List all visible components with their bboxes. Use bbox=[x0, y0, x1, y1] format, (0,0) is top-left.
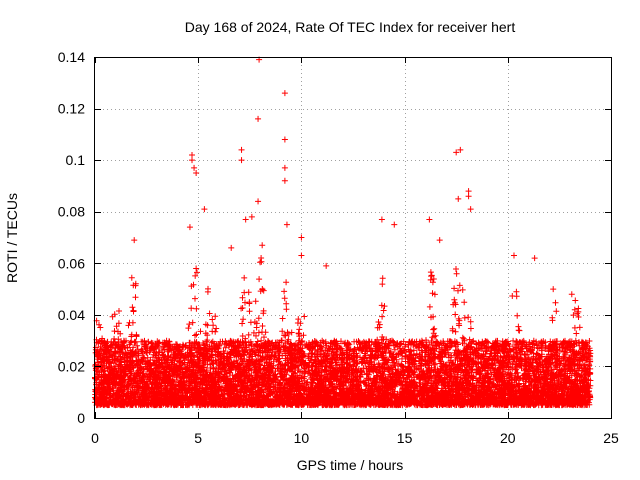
data-point bbox=[238, 157, 245, 164]
data-point bbox=[281, 136, 288, 143]
y-tick-label: 0.14 bbox=[58, 49, 85, 65]
data-point bbox=[281, 164, 288, 171]
data-point bbox=[426, 216, 433, 223]
data-point bbox=[568, 291, 575, 298]
y-tick-label: 0.08 bbox=[58, 204, 85, 220]
data-point bbox=[248, 213, 255, 220]
data-point bbox=[193, 265, 200, 272]
data-point bbox=[255, 115, 262, 122]
x-tick-label: 0 bbox=[91, 430, 99, 446]
data-point bbox=[323, 262, 330, 269]
x-tick-labels: 0 5 10 15 20 25 bbox=[91, 430, 619, 446]
data-point bbox=[465, 193, 472, 200]
y-tick-label: 0.12 bbox=[58, 101, 85, 117]
y-tick-label: 0 bbox=[77, 410, 85, 426]
chart-title: Day 168 of 2024, Rate Of TEC Index for r… bbox=[185, 19, 516, 35]
point-cloud bbox=[92, 255, 594, 409]
x-axis-label: GPS time / hours bbox=[297, 457, 404, 473]
axis-ticks bbox=[95, 57, 612, 419]
x-tick-label: 20 bbox=[500, 430, 516, 446]
data-point bbox=[465, 188, 472, 195]
data-point bbox=[281, 177, 288, 184]
data-point bbox=[228, 244, 235, 251]
data-point bbox=[457, 146, 464, 153]
data-point bbox=[378, 216, 385, 223]
data-point bbox=[436, 237, 443, 244]
data-point bbox=[510, 252, 517, 259]
y-tick-label: 0.04 bbox=[58, 307, 85, 323]
y-tick-label: 0.02 bbox=[58, 358, 85, 374]
data-point bbox=[238, 146, 245, 153]
data-point bbox=[191, 164, 198, 171]
x-tick-label: 10 bbox=[294, 430, 310, 446]
data-point bbox=[189, 157, 196, 164]
data-point bbox=[255, 198, 262, 205]
x-tick-label: 5 bbox=[194, 430, 202, 446]
data-point bbox=[193, 170, 200, 177]
data-point bbox=[467, 206, 474, 213]
data-point bbox=[455, 195, 462, 202]
x-tick-label: 25 bbox=[603, 430, 619, 446]
y-tick-labels: 0 0.02 0.04 0.06 0.08 0.1 0.12 0.14 bbox=[58, 49, 85, 426]
data-point bbox=[259, 242, 266, 249]
data-point bbox=[242, 216, 249, 223]
y-tick-label: 0.06 bbox=[58, 255, 85, 271]
y-tick-label: 0.1 bbox=[66, 152, 86, 168]
data-point bbox=[283, 221, 290, 228]
data-point bbox=[298, 234, 305, 241]
plot-frame bbox=[94, 57, 612, 419]
y-axis-label: ROTI / TECUs bbox=[4, 193, 20, 283]
data-point bbox=[131, 237, 138, 244]
data-point bbox=[391, 221, 398, 228]
data-point bbox=[453, 149, 460, 156]
data-point bbox=[186, 224, 193, 231]
data-point bbox=[281, 90, 288, 97]
data-point bbox=[189, 151, 196, 158]
data-point bbox=[201, 206, 208, 213]
data-point bbox=[531, 255, 538, 262]
data-point bbox=[550, 286, 557, 293]
x-tick-label: 15 bbox=[397, 430, 413, 446]
data-point bbox=[298, 252, 305, 259]
data-points bbox=[92, 56, 594, 409]
